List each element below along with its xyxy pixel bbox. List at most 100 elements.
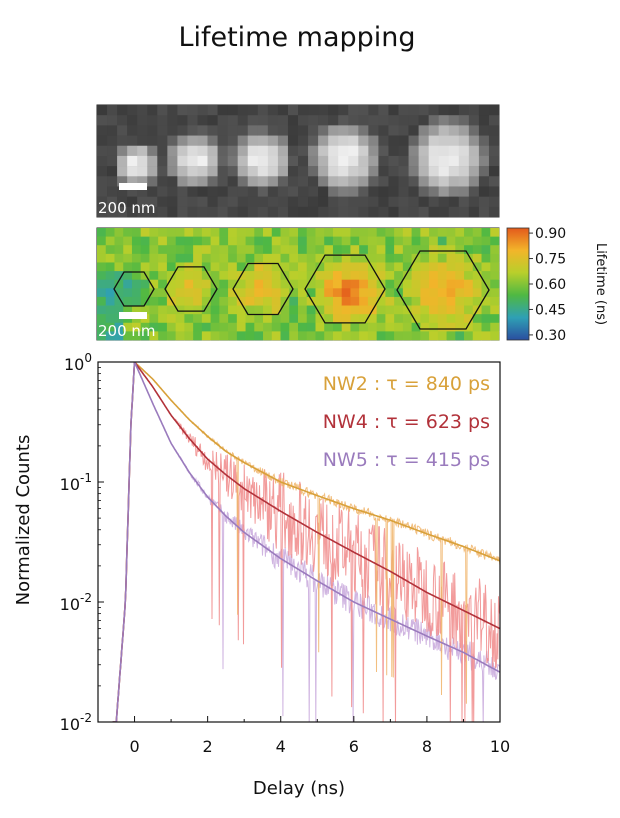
sem-pixel [338,155,349,167]
sem-pixel [488,166,500,177]
map-pixel [114,253,124,263]
map-pixel [402,331,412,341]
map-pixel [359,305,369,315]
sem-pixel [408,176,419,187]
sem-pixel [257,206,269,218]
sem-pixel [147,186,158,197]
sem-pixel [468,105,480,116]
map-pixel [254,279,264,289]
sem-pixel [217,166,228,177]
map-pixel [201,253,211,263]
sem-pixel [127,176,138,187]
sem-pixel [177,135,188,147]
map-pixel [298,253,308,263]
map-pixel [131,296,141,306]
map-pixel [254,253,264,263]
map-pixel [359,288,369,298]
sem-pixel [348,115,359,126]
sem-pixel [318,145,329,157]
map-pixel [193,322,203,332]
map-pixel [455,296,465,306]
colorbar-label: Lifetime (ns) [593,243,608,325]
map-pixel [446,236,456,246]
map-pixel [446,228,456,237]
map-pixel [359,271,369,280]
map-pixel [367,331,377,341]
map-pixel [271,305,281,315]
sem-pixel [267,125,279,136]
map-pixel [193,236,203,246]
map-pixel [490,288,500,298]
sem-pixel [398,186,409,197]
map-pixel [219,314,229,324]
map-pixel [385,296,395,306]
map-pixel [175,253,185,263]
sem-pixel [378,145,389,157]
sem-pixel [237,176,249,187]
map-pixel [175,236,185,246]
map-pixel [341,271,351,280]
y-tick-label: 10-2 [60,591,92,614]
sem-pixel [478,186,490,197]
colorbar-gradient [506,227,530,341]
sem-pixel [107,115,118,126]
sem-pixel [257,155,269,167]
map-pixel [306,279,316,289]
map-pixel [306,271,316,280]
map-pixel [210,305,220,315]
map-pixel [315,296,325,306]
sem-pixel [187,135,198,147]
map-pixel [385,279,395,289]
sem-pixel [458,135,470,147]
sem-pixel [298,186,309,197]
map-pixel [481,253,491,263]
sem-pixel [388,176,399,187]
sem-pixel [287,135,299,147]
map-pixel [437,314,447,324]
sem-pixel [147,105,158,116]
map-pixel [140,322,150,332]
sem-pixel [237,155,249,167]
map-pixel [228,262,238,272]
map-pixel [481,305,491,315]
map-pixel [193,228,203,237]
sem-pixel [217,196,228,208]
sem-pixel [468,135,480,147]
sem-pixel [478,166,490,177]
map-pixel [298,305,308,315]
map-pixel [263,288,273,298]
sem-pixel [177,145,188,157]
sem-pixel [418,145,429,157]
sem-pixel [127,115,138,126]
map-pixel [201,288,211,298]
map-pixel [455,262,465,272]
map-pixel [289,245,299,255]
sem-pixel [408,105,419,116]
map-pixel [228,236,238,246]
map-pixel [481,331,491,341]
map-pixel [402,245,412,255]
map-pixel [271,262,281,272]
map-pixel [228,331,238,341]
map-pixel [149,253,159,263]
sem-pixel [237,196,249,208]
map-pixel [201,279,211,289]
legend-entry-nw5: NW5 : τ = 415 ps [323,449,490,471]
map-pixel [394,279,404,289]
sem-pixel [338,145,349,157]
map-pixel [464,253,474,263]
map-pixel [175,296,185,306]
map-pixel [341,253,351,263]
sem-pixel [207,135,218,147]
map-pixel [271,314,281,324]
sem-pixel [368,115,379,126]
map-pixel [140,271,150,280]
map-pixel [105,322,115,332]
map-pixel [332,331,342,341]
map-pixel [385,236,395,246]
sem-pixel [137,155,148,167]
map-pixel [210,296,220,306]
sem-pixel [458,155,470,167]
sem-pixel [458,166,470,177]
sem-pixel [157,115,168,126]
